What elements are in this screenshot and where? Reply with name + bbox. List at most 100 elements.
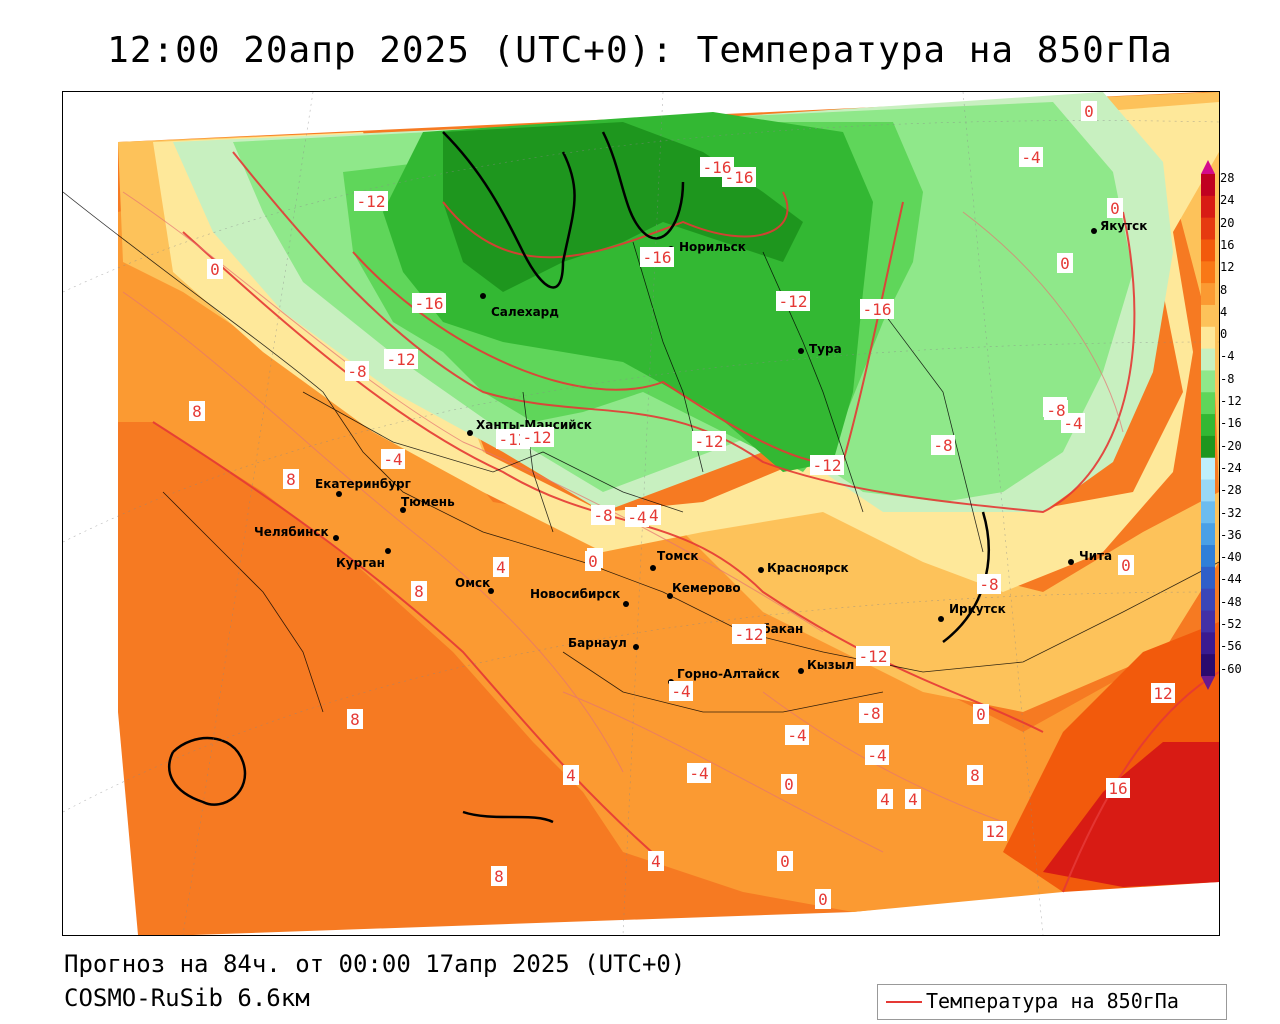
city-label: Томск <box>657 549 699 563</box>
colorbar-segment <box>1201 217 1215 240</box>
colorbar-tick-label: 0 <box>1220 327 1228 342</box>
contour-label-bg <box>1107 198 1123 218</box>
contour-label: -16 <box>415 294 444 313</box>
contour-label: 12 <box>1153 684 1172 703</box>
contour-label-bg <box>640 247 674 267</box>
city-label: Тура <box>809 342 842 356</box>
contour-label: -4 <box>1063 414 1082 433</box>
contour-label: -8 <box>861 704 880 723</box>
contour-label-bg <box>860 299 894 319</box>
contour-label-bg <box>977 574 1001 594</box>
contour-label: -12 <box>695 432 724 451</box>
contour-label: -4 <box>867 746 886 765</box>
city-marker <box>385 548 391 554</box>
colorbar-segment <box>1201 348 1215 371</box>
contour-label: -4 <box>383 450 402 469</box>
contour-label-bg <box>687 763 711 783</box>
colorbar-tick-label: -12 <box>1220 394 1242 408</box>
contour-label-bg <box>905 789 921 809</box>
contour-label: 0 <box>784 775 794 794</box>
contour-label-bg <box>1081 101 1097 121</box>
colorbar-segment <box>1201 370 1215 393</box>
contour-label: 0 <box>1060 254 1070 273</box>
colorbar-tick-label: -52 <box>1220 617 1242 631</box>
contour-label: -12 <box>523 428 552 447</box>
colorbar <box>1201 160 1215 690</box>
city-marker <box>1068 559 1074 565</box>
contour-label-bg <box>967 765 983 785</box>
contour-label-bg <box>865 745 889 765</box>
colorbar-segment <box>1201 326 1215 350</box>
contour-label: 16 <box>1108 779 1127 798</box>
city-marker <box>336 491 342 497</box>
city-marker <box>938 616 944 622</box>
contour-label: -12 <box>859 647 888 666</box>
contour-label: 8 <box>414 582 424 601</box>
colorbar-tick-label: -32 <box>1220 505 1242 520</box>
contour-label-bg <box>563 765 579 785</box>
city-marker <box>758 567 764 573</box>
contour-label-bg <box>859 703 883 723</box>
colorbar-tick-label: -44 <box>1220 572 1242 587</box>
contour-label-bg <box>669 681 693 701</box>
colorbar-tick-label: 20 <box>1220 215 1235 230</box>
contour-label-bg <box>1118 555 1134 575</box>
legend: Температура на 850гПа <box>877 984 1227 1020</box>
forecast-info: Прогноз на 84ч. от 00:00 17апр 2025 (UTC… <box>64 950 686 978</box>
contour-label: -4 <box>671 682 690 701</box>
city-marker <box>623 601 629 607</box>
contour-label-bg <box>785 725 809 745</box>
contour-label-bg <box>347 709 363 729</box>
colorbar-tick-label: -28 <box>1220 483 1242 498</box>
colorbar-tick-label: 4 <box>1220 304 1228 319</box>
contour-label: 4 <box>496 558 506 577</box>
colorbar-segment <box>1201 479 1215 502</box>
city-marker <box>633 644 639 650</box>
colorbar-segment <box>1201 457 1215 481</box>
contour-label-bg <box>381 449 405 469</box>
colorbar-segment <box>1201 174 1215 197</box>
city-marker <box>488 588 494 594</box>
contour-label: 12 <box>985 822 1004 841</box>
city-label: Салехард <box>491 305 559 319</box>
city-marker <box>650 565 656 571</box>
contour-label-bg <box>732 624 766 644</box>
contour-label: -4 <box>787 726 806 745</box>
contour-label: 0 <box>818 890 828 909</box>
city-label: Красноярск <box>767 561 849 575</box>
contour-label: -16 <box>863 300 892 319</box>
city-marker <box>667 593 673 599</box>
contour-label: -12 <box>735 625 764 644</box>
colorbar-segment <box>1201 239 1215 262</box>
city-marker <box>798 348 804 354</box>
city-label: Кызыл <box>807 658 854 672</box>
contour-label: 8 <box>286 470 296 489</box>
contour-label: 8 <box>192 402 202 421</box>
city-label: Норильск <box>679 240 746 254</box>
colorbar-tick-label: -16 <box>1220 416 1242 431</box>
contour-label: 4 <box>908 790 918 809</box>
colorbar-top-arrow <box>1201 160 1215 174</box>
legend-line <box>886 1001 922 1003</box>
map-area: Салехард Норильск Якутск Тура Ханты-Мансийск… <box>62 91 1220 936</box>
contour-label-bg <box>345 361 369 381</box>
contour-label-bg <box>810 455 844 475</box>
contour-label-bg <box>781 774 797 794</box>
colorbar-tick-label: -20 <box>1220 438 1242 453</box>
city-marker <box>333 535 339 541</box>
colorbar-tick-label: -40 <box>1220 550 1242 565</box>
contour-label: 4 <box>880 790 890 809</box>
contour-label: 4 <box>566 766 576 785</box>
contour-labels-layer: -12-16-16-16-160-12-12 -16-12-80-400-12 -1… <box>189 101 1175 909</box>
colorbar-tick-label: -56 <box>1220 639 1242 654</box>
contour-label: 4 <box>651 852 661 871</box>
contour-label: -8 <box>979 575 998 594</box>
colorbar-segment <box>1201 435 1215 459</box>
contour-label: -16 <box>643 248 672 267</box>
city-label: Тюмень <box>401 495 455 509</box>
contour-label-bg <box>692 431 726 451</box>
contour-label-bg <box>384 349 418 369</box>
contour-label: -12 <box>387 350 416 369</box>
contour-label: -8 <box>347 362 366 381</box>
zone-8 <box>118 182 1219 912</box>
